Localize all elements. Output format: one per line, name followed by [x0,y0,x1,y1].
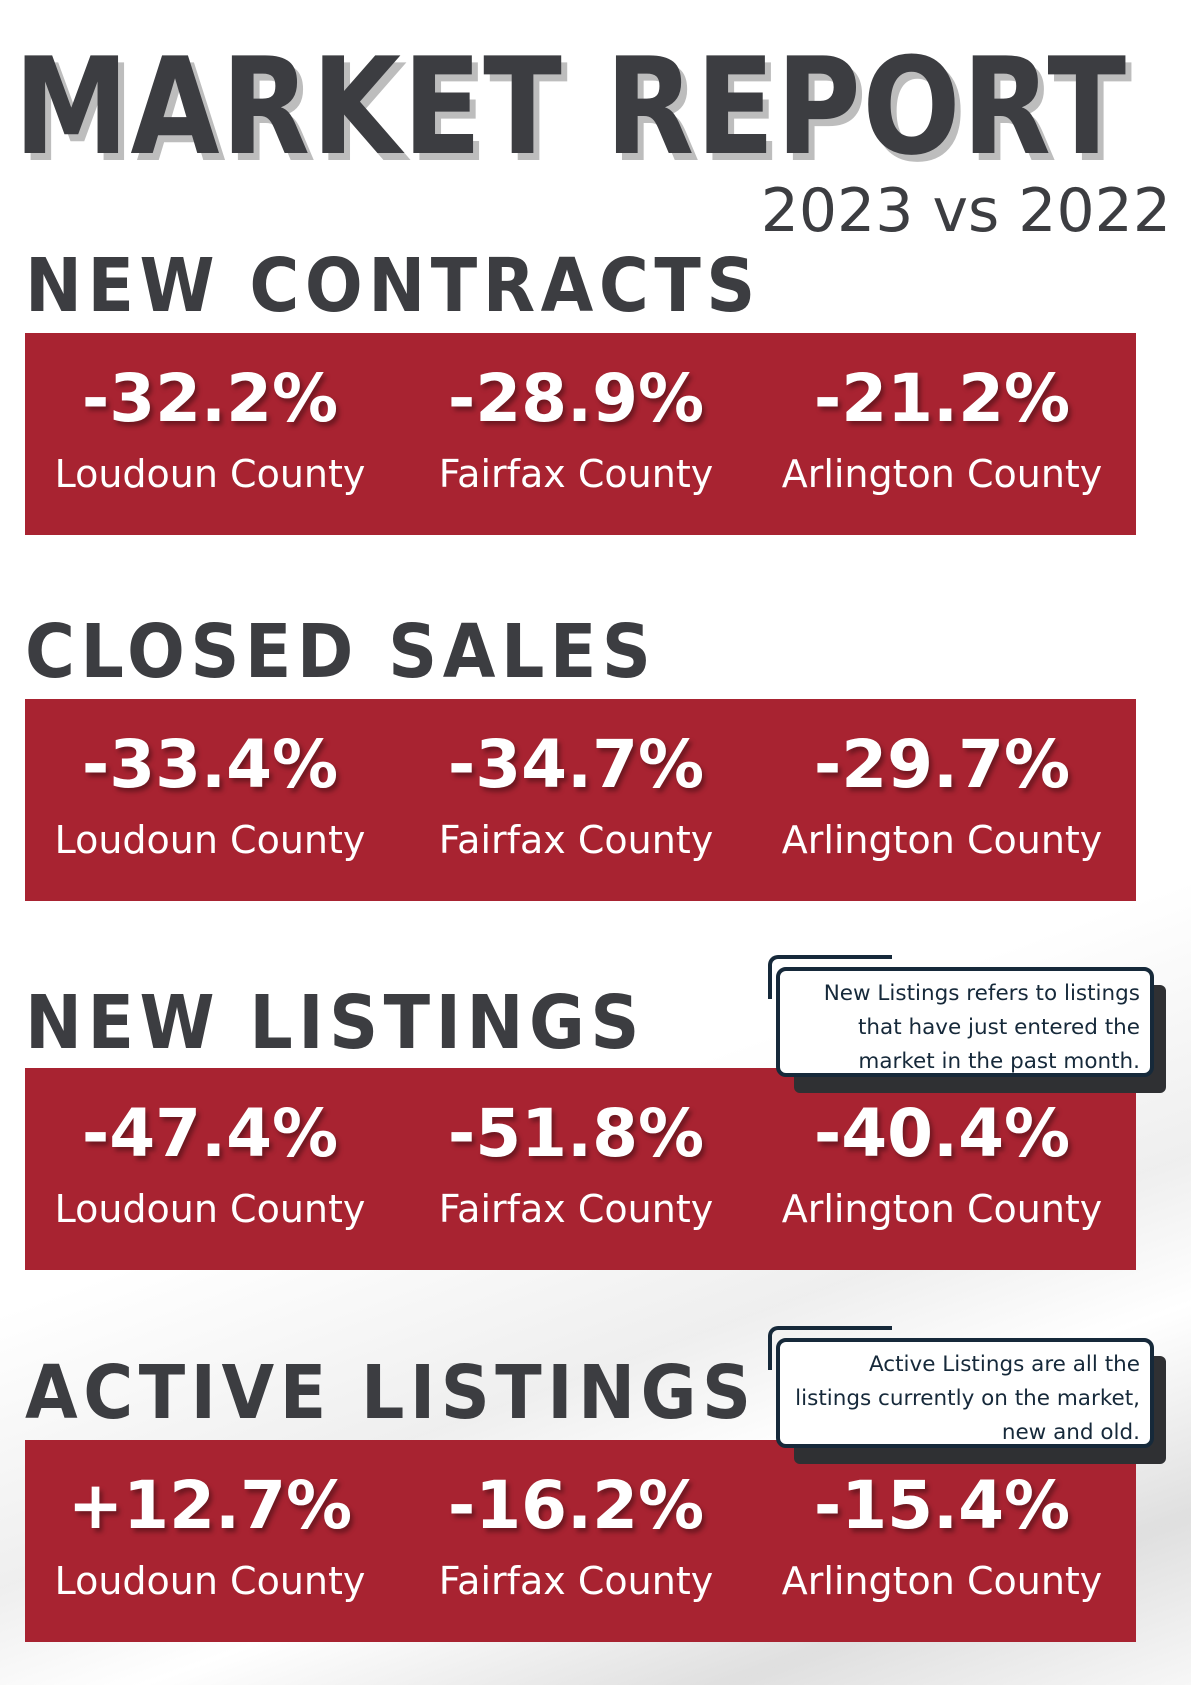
note-active-listings: Active Listings are all the listings cur… [768,1326,1166,1464]
stat-fairfax: -28.9% Fairfax County [391,333,761,535]
stat-label: Loudoun County [54,1187,366,1231]
section-title-new-contracts: NEW CONTRACTS [25,243,761,329]
note-text: Active Listings are all the listings cur… [795,1352,1140,1445]
stat-label: Fairfax County [438,1559,714,1603]
stat-value: -28.9% [447,360,705,437]
note-box: Active Listings are all the listings cur… [776,1338,1154,1448]
stat-label: Arlington County [781,452,1103,496]
report-title: MARKET REPORT [14,29,1128,185]
section-title-closed-sales: CLOSED SALES [25,609,657,695]
section-title-new-listings: NEW LISTINGS [25,980,645,1066]
stat-arlington: -40.4% Arlington County [757,1068,1127,1270]
stat-loudoun: -33.4% Loudoun County [25,699,395,901]
note-text: New Listings refers to listings that hav… [823,981,1140,1074]
stat-value: -51.8% [447,1095,705,1172]
stat-bar-new-contracts: -32.2% Loudoun County -28.9% Fairfax Cou… [25,333,1136,535]
note-tab-accent [768,955,892,999]
stat-arlington: -21.2% Arlington County [757,333,1127,535]
stat-arlington: -29.7% Arlington County [757,699,1127,901]
stat-label: Fairfax County [438,818,714,862]
stat-value: -40.4% [813,1095,1071,1172]
stat-value: -21.2% [813,360,1071,437]
stat-loudoun: -32.2% Loudoun County [25,333,395,535]
stat-loudoun: -47.4% Loudoun County [25,1068,395,1270]
stat-fairfax: -51.8% Fairfax County [391,1068,761,1270]
stat-fairfax: -34.7% Fairfax County [391,699,761,901]
stat-fairfax: -16.2% Fairfax County [391,1440,761,1642]
stat-label: Fairfax County [438,1187,714,1231]
stat-bar-closed-sales: -33.4% Loudoun County -34.7% Fairfax Cou… [25,699,1136,901]
stat-value: -15.4% [813,1467,1071,1544]
stat-value: -29.7% [813,726,1071,803]
stat-label: Loudoun County [54,1559,366,1603]
stat-arlington: -15.4% Arlington County [757,1440,1127,1642]
stat-bar-active-listings: +12.7% Loudoun County -16.2% Fairfax Cou… [25,1440,1136,1642]
stat-label: Arlington County [781,1559,1103,1603]
stat-label: Loudoun County [54,818,366,862]
stat-value: -32.2% [81,360,339,437]
stat-value: -34.7% [447,726,705,803]
note-new-listings: New Listings refers to listings that hav… [768,955,1166,1093]
stat-bar-new-listings: -47.4% Loudoun County -51.8% Fairfax Cou… [25,1068,1136,1270]
stat-value: -33.4% [81,726,339,803]
stat-label: Fairfax County [438,452,714,496]
stat-value: +12.7% [67,1467,353,1544]
stat-label: Loudoun County [54,452,366,496]
note-tab-accent [768,1326,892,1370]
stat-value: -16.2% [447,1467,705,1544]
note-box: New Listings refers to listings that hav… [776,967,1154,1077]
stat-value: -47.4% [81,1095,339,1172]
stat-loudoun: +12.7% Loudoun County [25,1440,395,1642]
stat-label: Arlington County [781,818,1103,862]
stat-label: Arlington County [781,1187,1103,1231]
report-subtitle: 2023 vs 2022 [760,176,1171,246]
section-title-active-listings: ACTIVE LISTINGS [25,1350,757,1436]
